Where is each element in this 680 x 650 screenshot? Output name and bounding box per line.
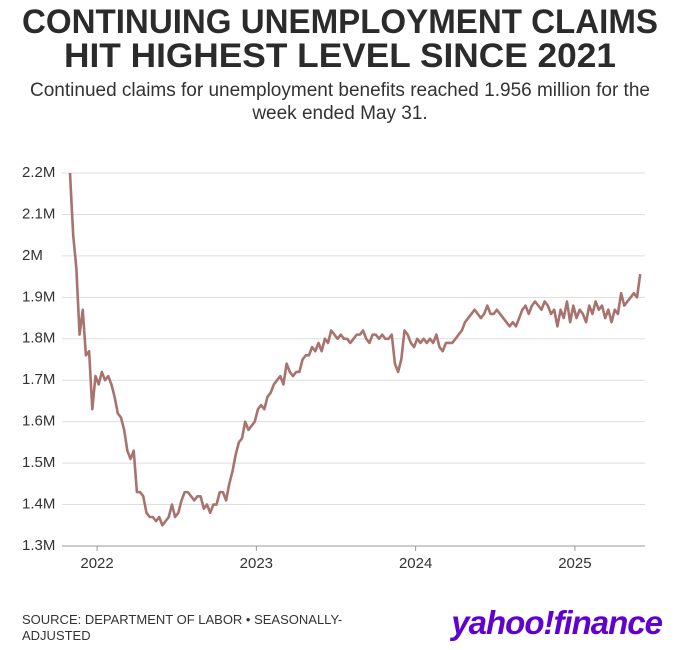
y-tick-label: 2M [22,247,43,264]
y-tick-label: 1.3M [22,537,55,554]
subtitle: Continued claims for unemployment benefi… [30,80,650,124]
data-line [68,172,642,527]
chart-title: HIT HIGHEST LEVEL SINCE 2021 [64,37,616,75]
x-tick-label: 2023 [240,555,273,572]
chart: 1.3M 1.4M 1.5M 1.6M 1.7M 1.8M 1.9M 2M 2.1M 2.2M 20… [22,164,645,572]
y-tick-label: 1.7M [22,371,55,388]
y-tick-label: 2.2M [22,164,55,181]
y-tick-label: 2.1M [22,205,55,222]
x-tick-label: 2022 [80,555,113,572]
title-block: CONTINUING UNEMPLOYMENT CLAIMS HIT HIGHE… [22,3,658,75]
y-tick-label: 1.6M [22,413,55,430]
y-tick-label: 1.5M [22,454,55,471]
chart-title: CONTINUING UNEMPLOYMENT CLAIMS [22,3,658,41]
logo: yahoo!finance [451,604,663,641]
x-tick-label: 2024 [399,555,432,572]
y-tick-label: 1.4M [22,496,55,513]
source-note: SOURCE: DEPARTMENT OF LABOR • SEASONALLY… [22,612,343,643]
y-tick-label: 1.8M [22,330,55,347]
x-tick-label: 2025 [558,555,591,572]
y-tick-label: 1.9M [22,288,55,305]
